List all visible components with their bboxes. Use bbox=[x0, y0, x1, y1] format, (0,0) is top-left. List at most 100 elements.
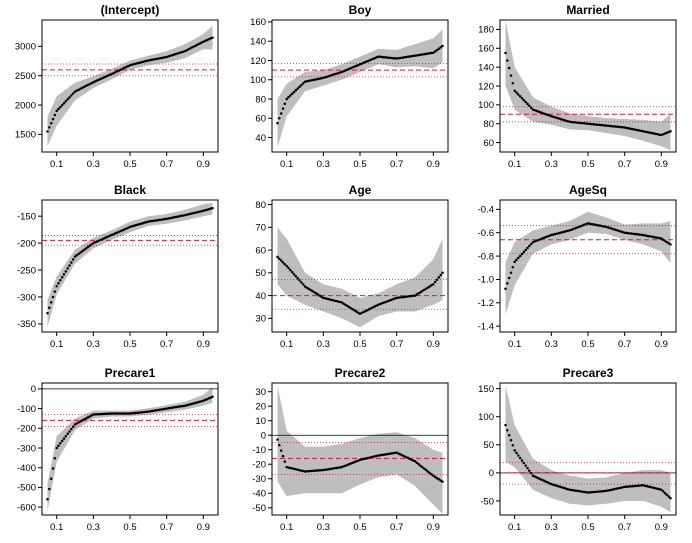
estimate-point bbox=[303, 285, 307, 288]
estimate-point bbox=[305, 470, 309, 473]
estimate-point bbox=[84, 247, 88, 250]
estimate-point bbox=[314, 469, 318, 472]
y-tick-label: 160 bbox=[250, 17, 266, 28]
estimate-point bbox=[349, 66, 353, 70]
estimate-point bbox=[660, 237, 663, 240]
estimate-point bbox=[586, 491, 590, 494]
panel-married: Married 0.1 0.3 0.5 0.7 0.9 60 80 100 120 140 160 18… bbox=[478, 3, 677, 170]
estimate-point bbox=[316, 293, 320, 296]
estimate-point bbox=[550, 233, 553, 237]
estimate-point bbox=[413, 460, 417, 463]
estimate-point bbox=[81, 249, 84, 253]
estimate-point bbox=[318, 469, 321, 472]
estimate-point bbox=[92, 413, 95, 416]
estimate-point bbox=[117, 412, 121, 415]
y-tick-label: 60 bbox=[255, 114, 266, 125]
estimate-point bbox=[125, 227, 128, 230]
y-tick-label: 50 bbox=[483, 440, 494, 451]
estimate-point bbox=[114, 232, 117, 235]
estimate-point bbox=[592, 490, 595, 494]
y-tick-label: 100 bbox=[478, 412, 494, 423]
estimate-point bbox=[292, 90, 296, 94]
estimate-point bbox=[566, 229, 570, 233]
y-tick-label: 80 bbox=[255, 200, 266, 211]
y-tick-label: 40 bbox=[255, 133, 266, 144]
estimate-point bbox=[66, 432, 69, 436]
estimate-point bbox=[513, 449, 516, 452]
estimate-point bbox=[311, 78, 314, 82]
estimate-point bbox=[430, 473, 433, 476]
estimate-point bbox=[344, 69, 347, 72]
estimate-point bbox=[281, 107, 285, 110]
estimate-point bbox=[51, 467, 55, 470]
estimate-point bbox=[638, 129, 641, 132]
x-tick-label: 0.9 bbox=[197, 339, 210, 350]
estimate-point bbox=[207, 37, 211, 41]
x-tick-label: 0.7 bbox=[390, 522, 403, 533]
estimate-point bbox=[577, 225, 581, 229]
estimate-point bbox=[437, 47, 441, 50]
x-tick-label: 0.9 bbox=[197, 159, 210, 170]
estimate-point bbox=[289, 94, 292, 97]
estimate-point bbox=[504, 287, 507, 291]
estimate-point bbox=[382, 453, 386, 456]
estimate-point bbox=[276, 438, 279, 441]
panel-agesq: AgeSq 0.1 0.3 0.5 0.7 0.9 -1.4 -1.2 -1.0 -0.8 -0.6… bbox=[478, 183, 677, 350]
estimate-point bbox=[191, 212, 194, 215]
estimate-point bbox=[285, 264, 288, 268]
estimate-point bbox=[360, 458, 364, 461]
estimate-point bbox=[506, 59, 509, 62]
estimate-point bbox=[338, 300, 342, 304]
estimate-point bbox=[594, 123, 597, 126]
estimate-point bbox=[597, 490, 601, 493]
panel-title: (Intercept) bbox=[101, 3, 160, 17]
estimate-point bbox=[417, 462, 420, 466]
y-tick-label: 20 bbox=[255, 402, 266, 413]
estimate-point bbox=[544, 235, 548, 239]
estimate-point bbox=[130, 225, 134, 228]
estimate-point bbox=[441, 44, 444, 48]
estimate-point bbox=[285, 97, 288, 101]
estimate-point bbox=[202, 209, 205, 213]
estimate-point bbox=[555, 484, 559, 488]
estimate-point bbox=[296, 87, 299, 90]
estimate-point bbox=[511, 81, 515, 85]
x-tick-label: 0.5 bbox=[123, 339, 136, 350]
y-tick-label: -10 bbox=[252, 445, 266, 456]
estimate-point bbox=[93, 413, 97, 416]
x-tick-label: 0.7 bbox=[390, 159, 403, 170]
estimate-point bbox=[583, 223, 586, 227]
estimate-point bbox=[561, 486, 564, 489]
estimate-point bbox=[292, 272, 296, 276]
estimate-point bbox=[57, 444, 60, 447]
estimate-point bbox=[507, 433, 511, 437]
estimate-point bbox=[632, 484, 636, 488]
estimate-point bbox=[605, 225, 608, 229]
estimate-point bbox=[108, 73, 112, 77]
estimate-point bbox=[413, 294, 417, 297]
estimate-point bbox=[421, 465, 424, 469]
panel-title: Precare3 bbox=[563, 366, 614, 380]
estimate-point bbox=[517, 93, 520, 96]
estimate-point bbox=[163, 56, 167, 59]
estimate-point bbox=[507, 276, 511, 280]
panel-title: Age bbox=[349, 183, 372, 197]
y-tick-label: 100 bbox=[478, 100, 494, 111]
estimate-point bbox=[533, 108, 537, 112]
estimate-point bbox=[314, 292, 318, 295]
estimate-point bbox=[333, 299, 336, 302]
estimate-point bbox=[97, 412, 101, 416]
estimate-point bbox=[300, 469, 303, 472]
estimate-point bbox=[290, 270, 294, 274]
estimate-point bbox=[415, 461, 419, 465]
estimate-point bbox=[152, 219, 156, 222]
estimate-point bbox=[60, 276, 64, 279]
confidence-band-precare2 bbox=[277, 385, 443, 514]
estimate-point bbox=[518, 95, 522, 98]
estimate-point bbox=[625, 485, 628, 488]
estimate-point bbox=[75, 253, 79, 257]
estimate-point bbox=[399, 56, 402, 60]
y-tick-label: 2000 bbox=[15, 100, 36, 111]
estimate-point bbox=[312, 290, 316, 294]
estimate-point bbox=[338, 466, 342, 469]
